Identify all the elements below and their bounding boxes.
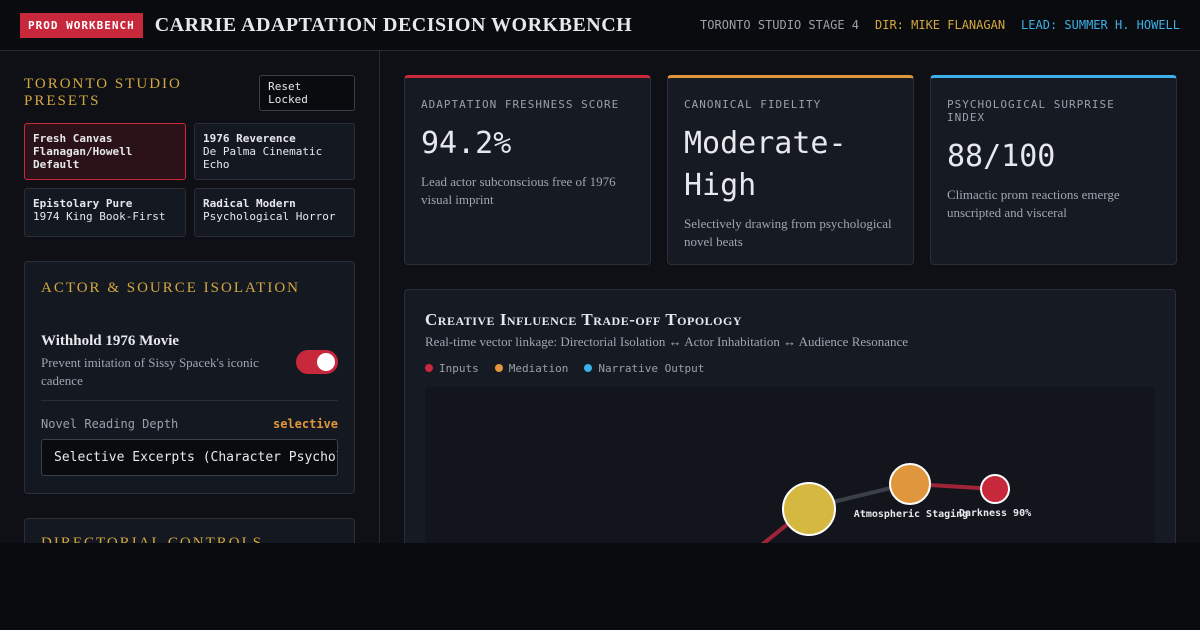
header: PROD WORKBENCH CARRIE ADAPTATION DECISIO… — [0, 0, 1200, 51]
metric-label: CANONICAL FIDELITY — [684, 98, 822, 111]
legend-label: Mediation — [508, 362, 569, 375]
metric-label: ADAPTATION FRESHNESS SCORE — [421, 98, 620, 111]
preset-card[interactable]: Fresh Canvas Flanagan/Howell Default — [24, 123, 186, 180]
toggle-desc: Prevent imitation of Sissy Spacek's icon… — [41, 355, 259, 388]
depth-row: Novel Reading Depth selective — [41, 417, 338, 431]
legend-dot — [425, 364, 433, 372]
preset-detail: De Palma Cinematic Echo — [203, 145, 323, 171]
header-info: TORONTO STUDIO STAGE 4 DIR: MIKE FLANAGA… — [700, 18, 1180, 32]
topology-panel: Creative Influence Trade-off Topology Re… — [404, 289, 1176, 543]
preset-detail: Psychological Horror — [203, 210, 336, 223]
metric-card: PSYCHOLOGICAL SURPRISE INDEX 88/100 Climac… — [930, 75, 1177, 265]
node — [980, 474, 1010, 504]
node — [889, 463, 931, 505]
metric-value: 88/100 — [947, 139, 1056, 174]
preset-grid: Fresh Canvas Flanagan/Howell Default 1976… — [24, 123, 355, 237]
node-label: Darkness 90% — [959, 508, 1031, 519]
isolation-title: ACTOR & SOURCE ISOLATION — [41, 280, 300, 296]
metric-note: Climactic prom reactions emerge unscript… — [947, 187, 1120, 220]
directorial-title: DIRECTORIAL CONTROLS — [41, 535, 264, 543]
preset-detail: 1974 King Book-First — [33, 210, 166, 223]
toggle-row: Withhold 1976 Movie Prevent imitation of… — [41, 333, 338, 401]
legend-item: Inputs — [425, 362, 479, 375]
toggle-label: Withhold 1976 Movie — [41, 333, 180, 349]
metric-label: PSYCHOLOGICAL SURPRISE INDEX — [947, 98, 1115, 124]
metric-card: CANONICAL FIDELITY Moderate-High Selective… — [667, 75, 914, 265]
preset-name: 1976 Reverence — [203, 132, 296, 145]
depth-label: Novel Reading Depth — [41, 417, 179, 431]
legend-dot — [584, 364, 593, 372]
preset-card[interactable]: Radical Modern Psychological Horror — [194, 188, 355, 237]
location: TORONTO STUDIO STAGE 4 — [700, 18, 859, 32]
presets-head: TORONTO STUDIO PRESETS Reset Locked — [24, 75, 355, 111]
sidebar: TORONTO STUDIO PRESETS Reset Locked Fres… — [0, 51, 380, 543]
preset-name: Fresh Canvas Flanagan/Howell Default — [33, 132, 133, 171]
metric-card: ADAPTATION FRESHNESS SCORE 94.2% Lead acto… — [404, 75, 651, 265]
depth-value: selective — [272, 417, 338, 431]
preset-card[interactable]: 1976 Reverence De Palma Cinematic Echo — [194, 123, 355, 180]
toggle[interactable] — [296, 349, 338, 374]
isolation-panel: ACTOR & SOURCE ISOLATION Withhold 1976 M… — [24, 261, 355, 494]
metric-note: Lead actor subconscious free of 1976 vis… — [421, 174, 616, 207]
badge: PROD WORKBENCH — [20, 12, 143, 38]
legend: Inputs Mediation Narrative Output — [425, 362, 1155, 375]
legend-item: Mediation — [494, 362, 569, 375]
legend-dot — [494, 364, 503, 372]
metric-note: Selectively drawing from psychological n… — [684, 216, 892, 249]
preset-name: Epistolary Pure — [33, 197, 133, 210]
directorial-panel: DIRECTORIAL CONTROLS — [24, 518, 355, 543]
reset-button[interactable]: Reset Locked — [259, 75, 355, 111]
topology-graph: Atmospheric Staging Darkness 90% — [425, 387, 1155, 543]
legend-label: Inputs — [439, 362, 479, 375]
topology-subtitle: Real-time vector linkage: Directorial Is… — [425, 334, 909, 349]
depth-select[interactable]: Selective Excerpts (Character Psychology… — [41, 439, 338, 476]
legend-label: Narrative Output — [598, 362, 705, 375]
metric-value: 94.2% — [421, 126, 512, 161]
node — [782, 482, 836, 536]
node-label: Atmospheric Staging — [854, 508, 968, 520]
metric-value: Moderate-High — [684, 126, 847, 203]
toggle-knob — [317, 352, 335, 371]
title: CARRIE ADAPTATION DECISION WORKBENCH — [154, 13, 633, 36]
toggle-text: Withhold 1976 Movie Prevent imitation of… — [41, 333, 281, 390]
edge — [832, 486, 892, 504]
lead: LEAD: SUMMER H. HOWELL — [1021, 18, 1180, 32]
legend-item: Narrative Output — [584, 362, 704, 375]
app: PROD WORKBENCH CARRIE ADAPTATION DECISIO… — [0, 0, 1200, 543]
director: DIR: MIKE FLANAGAN — [875, 18, 1006, 32]
topology-title: Creative Influence Trade-off Topology — [425, 310, 742, 329]
preset-card[interactable]: Epistolary Pure 1974 King Book-First — [24, 188, 186, 237]
preset-name: Radical Modern — [203, 197, 296, 210]
edge — [760, 521, 791, 543]
presets-title: TORONTO STUDIO PRESETS — [24, 76, 182, 109]
